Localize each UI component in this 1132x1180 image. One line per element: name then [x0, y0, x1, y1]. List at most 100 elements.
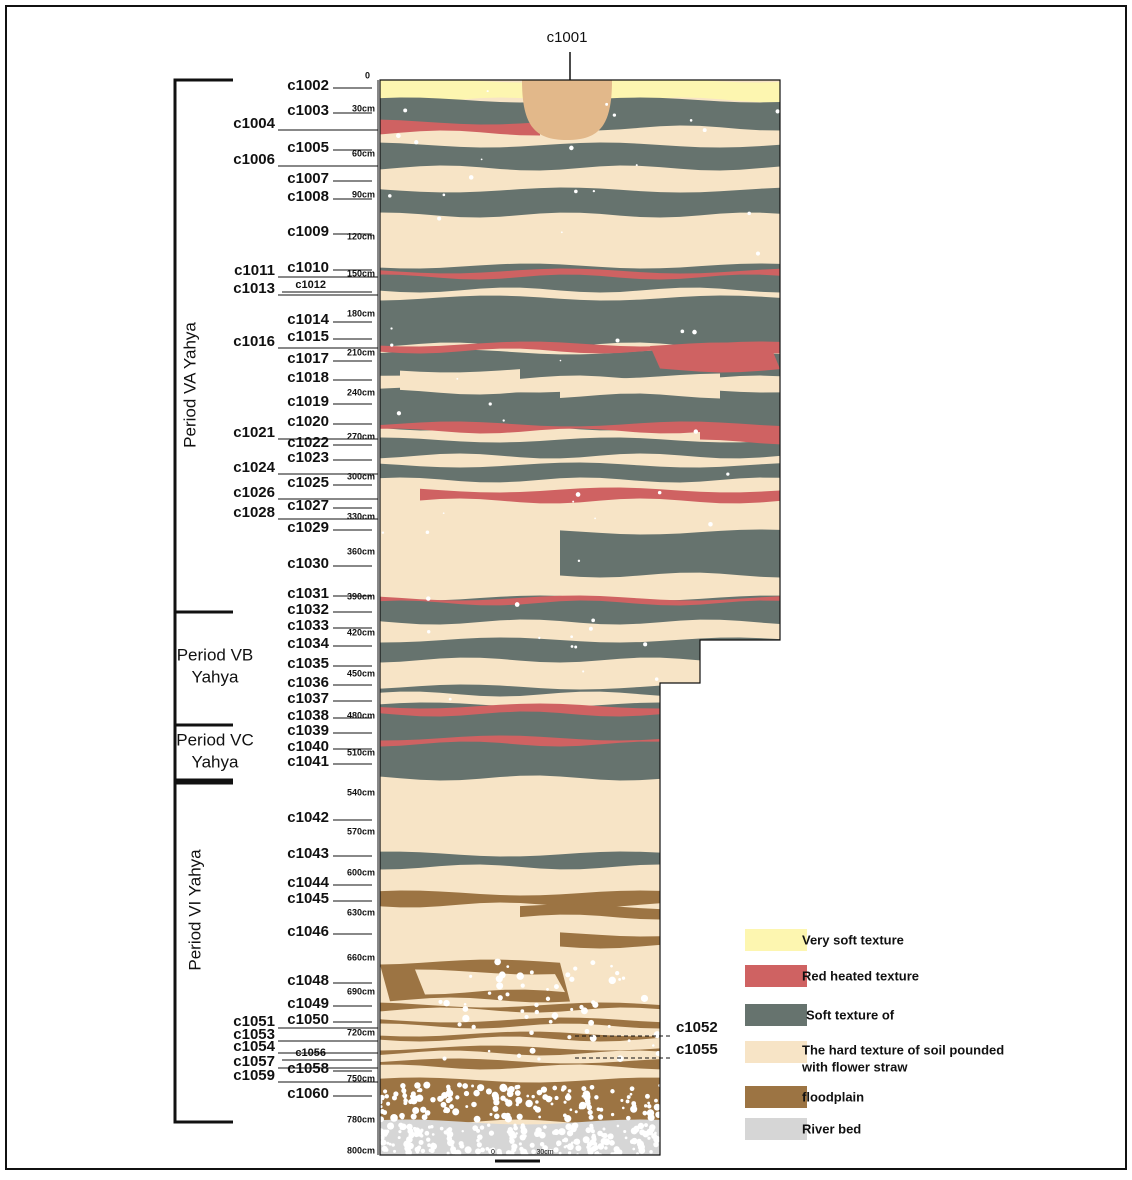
gravel — [573, 966, 577, 970]
gravel — [398, 1136, 401, 1139]
layer — [380, 296, 780, 348]
gravel — [647, 1137, 650, 1140]
gravel — [556, 1140, 562, 1146]
gravel — [499, 971, 506, 978]
gravel — [635, 1129, 639, 1133]
gravel — [449, 698, 452, 701]
gravel — [537, 1090, 543, 1096]
context-label: c1021 — [233, 424, 275, 441]
gravel — [572, 501, 574, 503]
context-label: c1017 — [287, 350, 329, 367]
gravel — [747, 212, 751, 216]
context-label: c1031 — [287, 585, 329, 602]
gravel — [516, 972, 523, 979]
gravel — [530, 1143, 535, 1148]
gravel — [441, 1102, 447, 1108]
gravel — [535, 1127, 541, 1133]
gravel — [511, 1143, 517, 1149]
layer — [400, 369, 520, 394]
gravel — [480, 1125, 484, 1129]
gravel — [488, 991, 491, 994]
layer — [650, 343, 780, 373]
gravel — [515, 1085, 519, 1089]
gravel — [452, 1108, 459, 1115]
gravel — [459, 1141, 464, 1146]
legend-swatch — [745, 1086, 807, 1108]
gravel — [594, 517, 596, 519]
gravel — [610, 1089, 614, 1093]
gravel — [464, 1003, 467, 1006]
gravel — [385, 1094, 389, 1098]
context-label: c1042 — [287, 809, 329, 826]
gravel — [593, 1141, 596, 1144]
depth-label: 270cm — [347, 431, 375, 441]
gravel — [392, 1143, 395, 1146]
gravel — [420, 1129, 423, 1132]
depth-label: 120cm — [347, 231, 375, 241]
context-label: c1025 — [287, 474, 329, 491]
gravel — [476, 1129, 480, 1133]
gravel — [427, 630, 430, 633]
gravel — [471, 1102, 477, 1108]
gravel — [607, 1133, 613, 1139]
gravel — [426, 1137, 430, 1141]
gravel — [552, 1086, 557, 1091]
gravel — [426, 530, 430, 534]
gravel — [553, 1147, 558, 1152]
gravel — [506, 965, 509, 968]
context-label: c1016 — [233, 333, 275, 350]
gravel — [652, 1044, 655, 1047]
gravel — [582, 670, 584, 672]
depth-label: 600cm — [347, 867, 375, 877]
legend-label: floodplain — [802, 1089, 864, 1104]
gravel — [644, 1104, 647, 1107]
depth-label: 30cm — [352, 103, 375, 113]
gravel — [708, 522, 713, 527]
gravel — [411, 1113, 417, 1119]
gravel — [400, 1115, 404, 1119]
context-label: c1039 — [287, 722, 329, 739]
gravel — [387, 1123, 394, 1130]
gravel — [617, 1055, 624, 1062]
gravel — [602, 1128, 605, 1131]
gravel — [690, 119, 693, 122]
gravel — [538, 637, 540, 639]
gravel — [592, 1137, 597, 1142]
gravel — [438, 1000, 442, 1004]
gravel — [385, 1148, 389, 1152]
gravel — [591, 1129, 595, 1133]
context-label: c1043 — [287, 845, 329, 862]
gravel — [534, 1003, 538, 1007]
gravel — [481, 158, 483, 160]
gravel — [653, 1138, 655, 1140]
gravel — [487, 1124, 490, 1127]
context-label: c1015 — [287, 328, 329, 345]
gravel — [563, 1138, 568, 1143]
gravel — [582, 1095, 585, 1098]
depth-label: 210cm — [347, 347, 375, 357]
gravel — [574, 646, 577, 649]
depth-label: 690cm — [347, 986, 375, 996]
layer — [560, 530, 780, 578]
gravel — [526, 1095, 529, 1098]
gravel — [564, 1101, 567, 1104]
legend-label: River bed — [802, 1121, 861, 1136]
gravel — [384, 1134, 387, 1137]
gravel — [411, 1091, 416, 1096]
depth-label: 300cm — [347, 471, 375, 481]
period-label: Yahya — [192, 752, 239, 771]
context-label: c1028 — [233, 504, 275, 521]
gravel — [630, 1086, 635, 1091]
depth-label: 480cm — [347, 710, 375, 720]
gravel — [494, 1114, 500, 1120]
depth-label: 660cm — [347, 952, 375, 962]
gravel — [492, 1106, 498, 1112]
gravel — [509, 1138, 515, 1144]
gravel — [414, 140, 418, 144]
gravel — [588, 1110, 593, 1115]
context-label: c1001 — [547, 29, 588, 46]
gravel — [500, 1095, 505, 1100]
gravel — [564, 1115, 571, 1122]
gravel — [585, 1029, 590, 1034]
gravel — [455, 1095, 459, 1099]
